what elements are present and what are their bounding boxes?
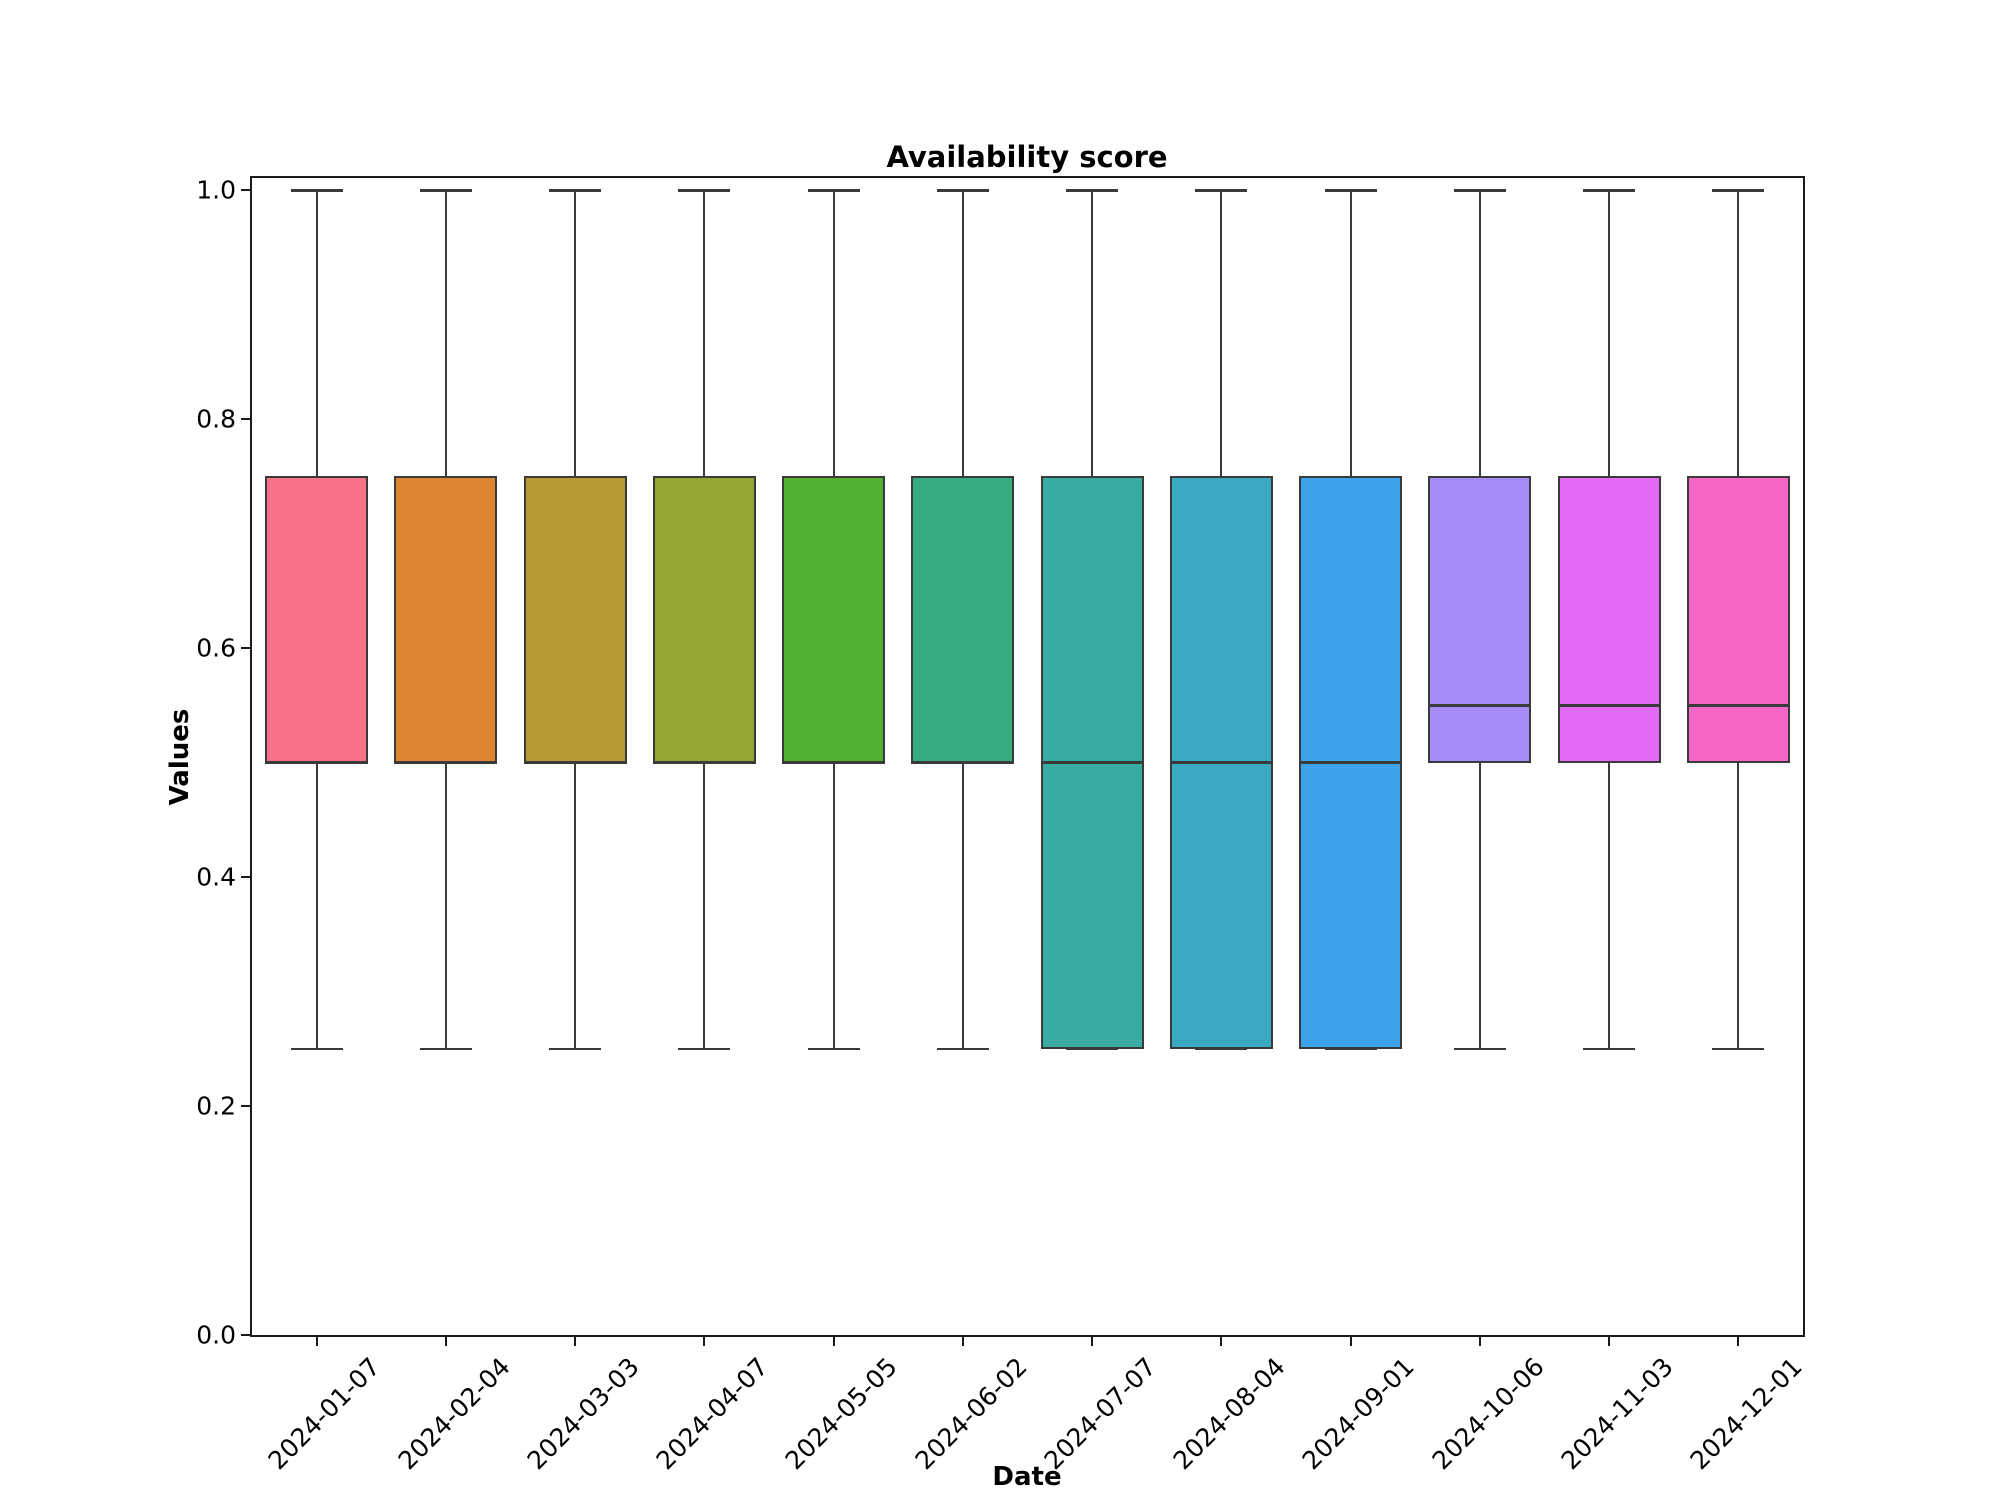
median-2024-06-02 <box>911 761 1015 764</box>
whisker-cap-low-2024-06-02 <box>936 1047 989 1051</box>
box-2024-11-03 <box>1557 476 1661 763</box>
whisker-cap-high-2024-01-07 <box>290 189 343 192</box>
box-2024-10-06 <box>1428 476 1532 763</box>
x-tick-2024-04-07 <box>703 1337 706 1346</box>
box-2024-03-03 <box>523 476 627 763</box>
x-tick-label-2024-06-02: 2024-06-02 <box>909 1352 1033 1476</box>
whisker-cap-high-2024-09-01 <box>1324 189 1377 192</box>
median-2024-08-04 <box>1169 761 1273 764</box>
x-tick-2024-02-04 <box>444 1337 447 1346</box>
plot-area <box>252 178 1803 1335</box>
y-tick-0.4 <box>241 876 250 878</box>
x-tick-2024-08-04 <box>1220 1337 1223 1346</box>
y-axis-label: Values <box>165 708 195 806</box>
median-2024-09-01 <box>1299 761 1403 764</box>
whisker-cap-low-2024-01-07 <box>290 1047 343 1051</box>
whisker-cap-high-2024-03-03 <box>549 189 602 192</box>
y-tick-0.2 <box>241 1105 250 1107</box>
whisker-cap-high-2024-11-03 <box>1583 189 1636 192</box>
x-tick-label-2024-02-04: 2024-02-04 <box>392 1352 516 1476</box>
whisker-cap-low-2024-07-07 <box>1066 1047 1119 1051</box>
plot-frame <box>250 176 1805 1337</box>
whisker-cap-high-2024-02-04 <box>419 189 472 192</box>
median-2024-07-07 <box>1040 761 1144 764</box>
x-tick-2024-01-07 <box>315 1337 318 1346</box>
chart-title: Availability score <box>886 140 1168 174</box>
median-2024-01-07 <box>265 761 369 764</box>
box-2024-06-02 <box>911 476 1015 763</box>
x-tick-label-2024-07-07: 2024-07-07 <box>1038 1352 1162 1476</box>
whisker-cap-high-2024-10-06 <box>1453 189 1506 192</box>
whisker-cap-high-2024-07-07 <box>1066 189 1119 192</box>
box-2024-05-05 <box>782 476 886 763</box>
whisker-cap-low-2024-03-03 <box>549 1047 602 1051</box>
y-tick-label-0.2: 0.2 <box>196 1091 236 1121</box>
x-tick-label-2024-03-03: 2024-03-03 <box>521 1352 645 1476</box>
x-tick-2024-11-03 <box>1608 1337 1611 1346</box>
whisker-cap-low-2024-10-06 <box>1453 1047 1506 1051</box>
y-tick-1.0 <box>241 189 250 191</box>
x-tick-2024-03-03 <box>574 1337 577 1346</box>
x-tick-label-2024-10-06: 2024-10-06 <box>1426 1352 1550 1476</box>
y-tick-label-0.0: 0.0 <box>196 1320 236 1350</box>
whisker-cap-low-2024-05-05 <box>807 1047 860 1051</box>
median-2024-11-03 <box>1557 704 1661 707</box>
x-tick-2024-07-07 <box>1091 1337 1094 1346</box>
box-2024-02-04 <box>394 476 498 763</box>
y-tick-0.0 <box>241 1334 250 1336</box>
x-tick-label-2024-01-07: 2024-01-07 <box>262 1352 387 1476</box>
median-2024-12-01 <box>1686 704 1790 707</box>
box-2024-01-07 <box>265 476 369 763</box>
whisker-cap-low-2024-09-01 <box>1324 1047 1377 1051</box>
x-tick-2024-12-01 <box>1737 1337 1740 1346</box>
whisker-cap-high-2024-04-07 <box>678 189 731 192</box>
box-2024-04-07 <box>652 476 756 763</box>
x-axis-label: Date <box>992 1462 1062 1492</box>
median-2024-10-06 <box>1428 704 1532 707</box>
x-tick-label-2024-12-01: 2024-12-01 <box>1684 1352 1808 1476</box>
x-tick-label-2024-09-01: 2024-09-01 <box>1296 1352 1421 1476</box>
x-tick-label-2024-04-07: 2024-04-07 <box>650 1352 774 1476</box>
x-tick-2024-05-05 <box>832 1337 835 1346</box>
y-tick-label-0.4: 0.4 <box>196 862 236 892</box>
x-tick-label-2024-05-05: 2024-05-05 <box>779 1352 904 1476</box>
x-tick-2024-06-02 <box>961 1337 964 1346</box>
y-tick-0.6 <box>241 647 250 649</box>
median-2024-03-03 <box>523 761 627 764</box>
whisker-cap-low-2024-04-07 <box>678 1047 731 1051</box>
x-tick-2024-09-01 <box>1349 1337 1352 1346</box>
median-2024-04-07 <box>652 761 756 764</box>
whisker-cap-low-2024-11-03 <box>1583 1047 1636 1051</box>
x-tick-label-2024-11-03: 2024-11-03 <box>1555 1352 1679 1476</box>
y-tick-label-0.8: 0.8 <box>196 404 236 434</box>
y-tick-label-1.0: 1.0 <box>196 175 236 205</box>
whisker-cap-low-2024-08-04 <box>1195 1047 1248 1051</box>
whisker-cap-high-2024-12-01 <box>1712 189 1765 192</box>
y-tick-label-0.6: 0.6 <box>196 633 236 663</box>
box-2024-12-01 <box>1686 476 1790 763</box>
y-tick-0.8 <box>241 418 250 420</box>
median-2024-02-04 <box>394 761 498 764</box>
whisker-cap-high-2024-05-05 <box>807 189 860 192</box>
x-tick-2024-10-06 <box>1478 1337 1481 1346</box>
whisker-cap-low-2024-12-01 <box>1712 1047 1765 1051</box>
median-2024-05-05 <box>782 761 886 764</box>
whisker-cap-high-2024-08-04 <box>1195 189 1248 192</box>
x-tick-label-2024-08-04: 2024-08-04 <box>1167 1352 1291 1476</box>
whisker-cap-low-2024-02-04 <box>419 1047 472 1051</box>
whisker-cap-high-2024-06-02 <box>936 189 989 192</box>
